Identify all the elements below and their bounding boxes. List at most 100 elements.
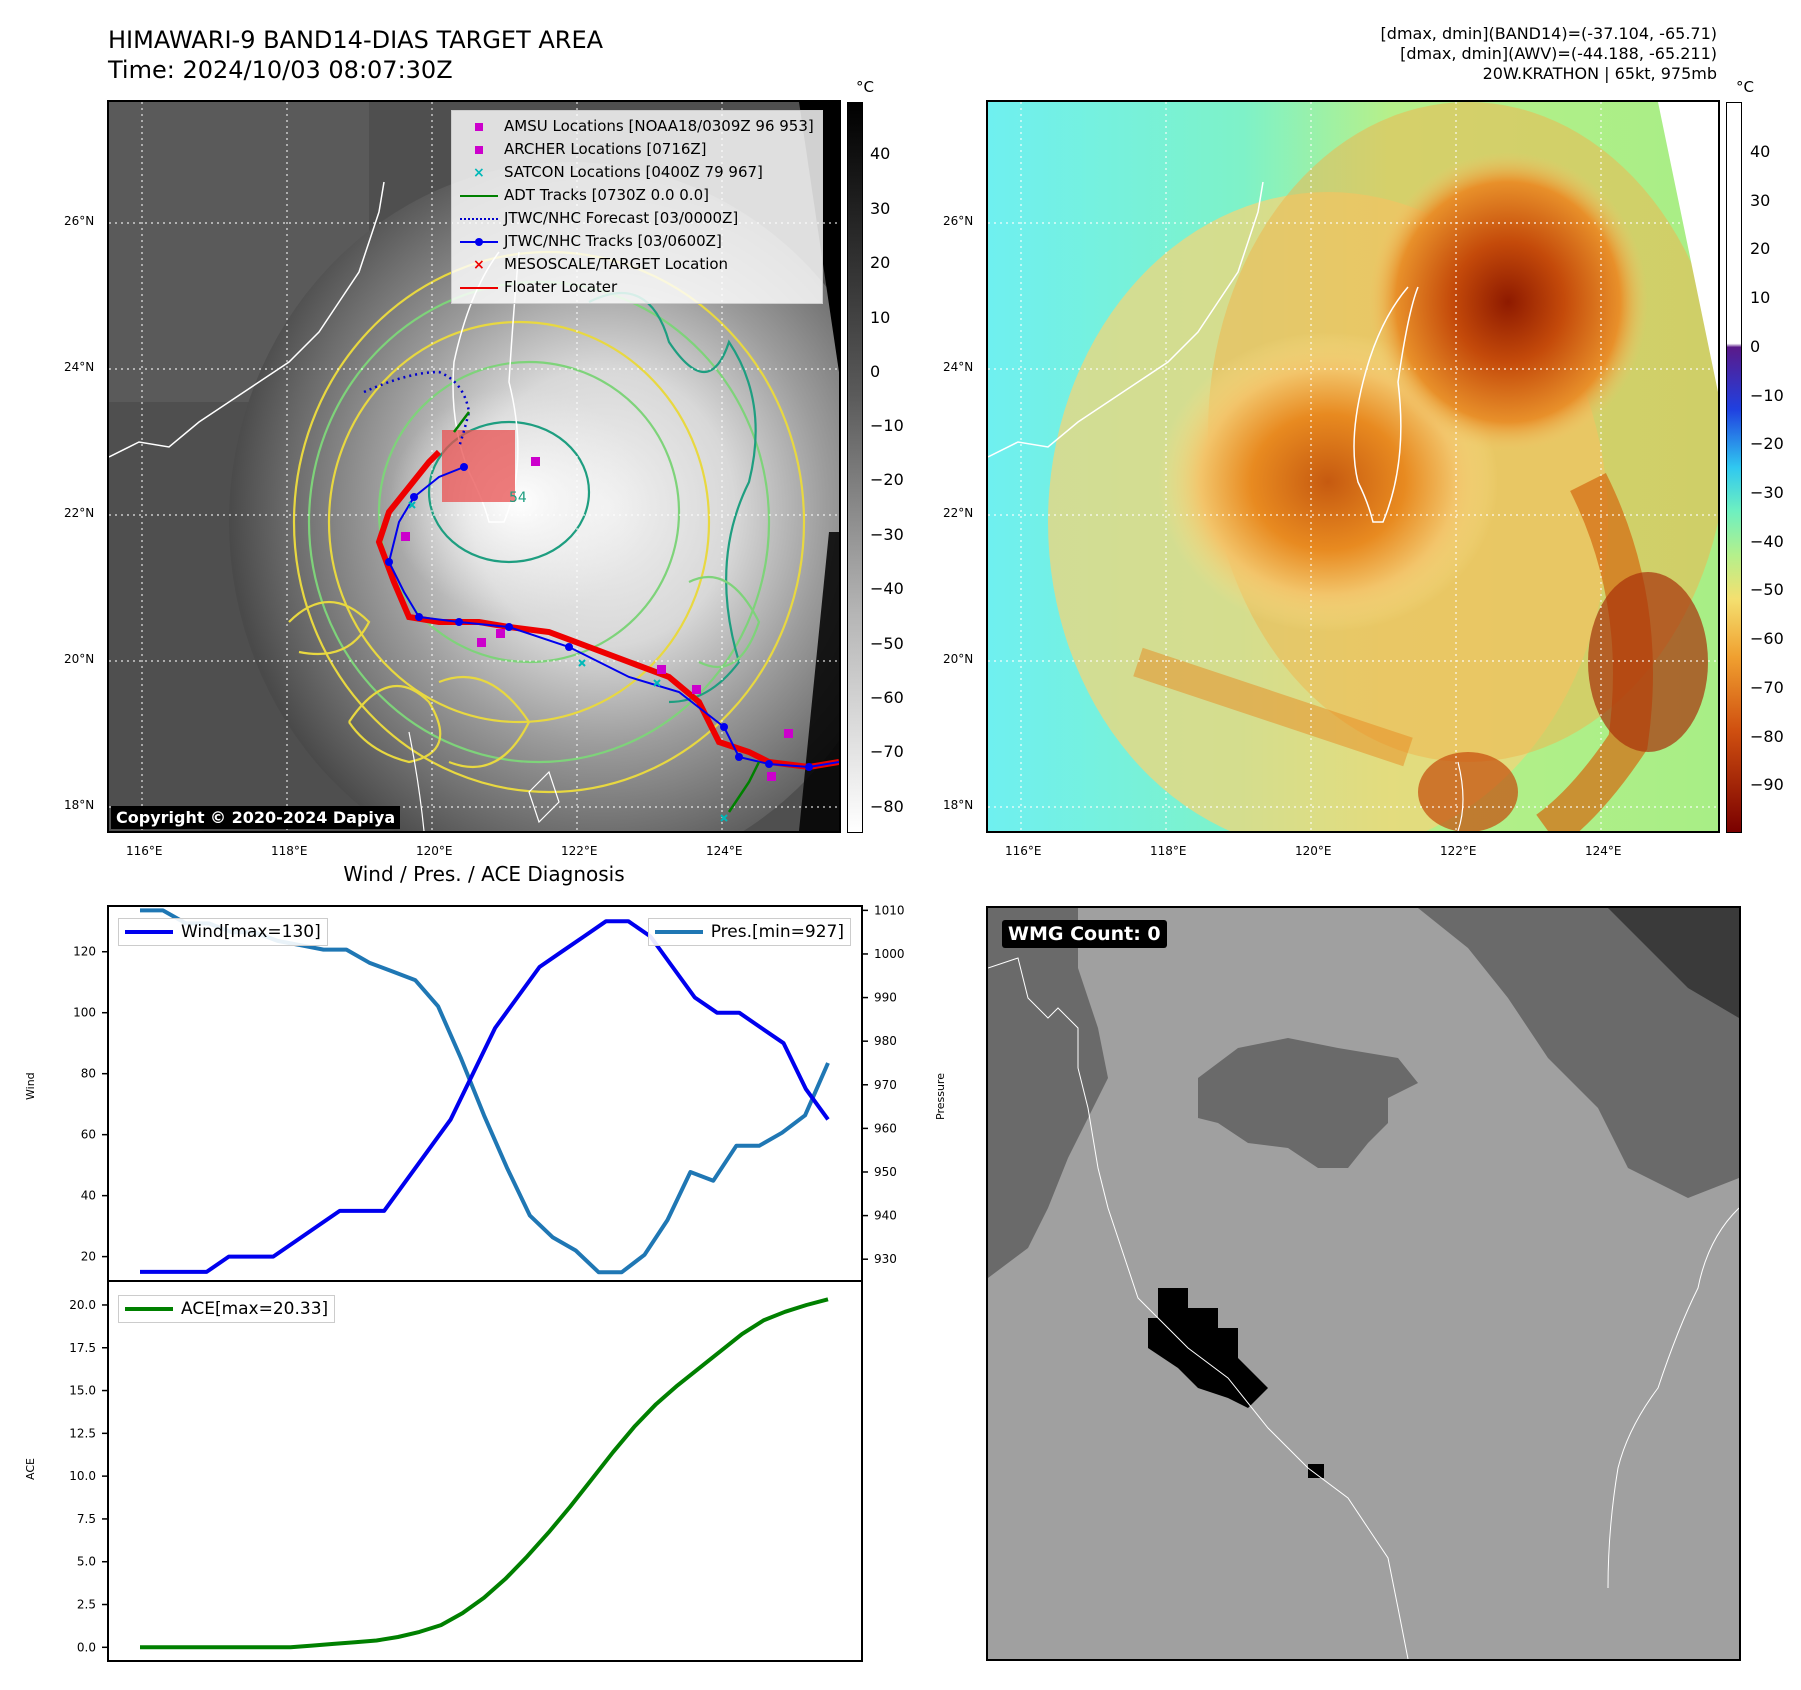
ir-map-panel: 54 AMSU Locations [NOAA18/0309Z 96 953] … (107, 100, 841, 833)
y-tick-label: 80 (81, 1067, 96, 1081)
lon-label: 120°E (1295, 844, 1332, 858)
colorbar-tick: 30 (1750, 191, 1771, 210)
colorbar-tick: −40 (1750, 532, 1784, 551)
legend-item-jtwc-tracks: JTWC/NHC Tracks [03/0600Z] (460, 230, 814, 253)
wind-pressure-plot: 20 40 60 80 100 120 930 940 950 960 970 980 990 1000 1… (73, 903, 905, 1282)
lon-label: 118°E (1150, 844, 1187, 858)
lon-label: 116°E (1005, 844, 1042, 858)
wind-axis-label: Wind (24, 1072, 37, 1100)
colorbar-tick: −70 (870, 742, 904, 761)
pressure-axis-label: Pressure (934, 1073, 947, 1120)
wind-legend: Wind[max=130] (118, 918, 328, 946)
lat-label: 20°N (64, 652, 95, 666)
ace-series-line (140, 1297, 829, 1650)
colorbar-tick: −50 (1750, 580, 1784, 599)
y-tick-label: 17.5 (69, 1341, 96, 1355)
y-tick-label: 20.0 (69, 1298, 96, 1312)
y-tick-label: 960 (874, 1121, 897, 1135)
colorbar-tick: −60 (870, 688, 904, 707)
legend-symbol-square (460, 143, 498, 157)
legend-item-floater: Floater Locater (460, 276, 814, 299)
y-tick-label: 5.0 (77, 1555, 96, 1569)
colorbar-tick: 40 (870, 144, 891, 163)
y-tick-label: 12.5 (69, 1426, 96, 1440)
lat-label: 18°N (943, 798, 974, 812)
lon-label: 122°E (561, 844, 598, 858)
copyright-label: Copyright © 2020-2024 Dapiya (111, 806, 401, 829)
lon-label: 124°E (706, 844, 743, 858)
pressure-legend-line (654, 930, 703, 934)
y-tick-label: 60 (81, 1128, 96, 1142)
y-tick-label: 20 (81, 1250, 96, 1264)
y-tick-label: 120 (73, 945, 96, 959)
ace-plot-frame (107, 1280, 863, 1662)
adt-track (453, 411, 761, 813)
y-tick-label: 940 (874, 1209, 897, 1223)
legend-item-adt: ADT Tracks [0730Z 0.0 0.0] (460, 184, 814, 207)
dmax-dmin-awv: [dmax, dmin](AWV)=(-44.188, -65.211) (1400, 44, 1717, 63)
wind-plot-frame (107, 905, 863, 1282)
y-tick-label: 7.5 (77, 1512, 96, 1526)
y-tick-label: 1000 (874, 947, 905, 961)
colorbar-tick: −60 (1750, 629, 1784, 648)
chart-time: Time: 2024/10/03 08:07:30Z (108, 56, 453, 84)
legend-symbol-line (460, 189, 498, 203)
colorbar-tick: −30 (870, 525, 904, 544)
colorbar-tick: 0 (870, 362, 881, 381)
lat-label: 18°N (64, 798, 95, 812)
legend-item-amsu: AMSU Locations [NOAA18/0309Z 96 953] (460, 115, 814, 138)
wind-legend-line (125, 930, 173, 934)
legend-item-target: × MESOSCALE/TARGET Location (460, 253, 814, 276)
colorbar-tick: 40 (1750, 142, 1771, 161)
storm-info: 20W.KRATHON | 65kt, 975mb (1482, 64, 1717, 83)
colorbar-tick: 30 (870, 199, 891, 218)
colorbar-tick: −80 (870, 797, 904, 816)
lon-label: 124°E (1585, 844, 1622, 858)
colorbar-tick: 10 (870, 308, 891, 327)
awv-map-panel (986, 100, 1720, 833)
awv-map-image (988, 102, 1718, 831)
wind-series-line (140, 919, 830, 1274)
diagnosis-title: Wind / Pres. / ACE Diagnosis (343, 862, 625, 886)
colorbar-tick: 0 (1750, 337, 1761, 356)
colorbar-tick: −20 (1750, 434, 1784, 453)
map-legend: AMSU Locations [NOAA18/0309Z 96 953] ARC… (451, 110, 823, 304)
colorbar-tick: −50 (870, 634, 904, 653)
legend-symbol-x: × (473, 164, 485, 181)
north-convection (1368, 152, 1648, 452)
y-tick-label: 100 (73, 1006, 96, 1020)
colorbar-tick: −80 (1750, 727, 1784, 746)
lat-label: 26°N (943, 214, 974, 228)
legend-symbol-square (460, 120, 498, 134)
lon-label: 120°E (416, 844, 453, 858)
colorbar-tick: −20 (870, 470, 904, 489)
colorbar-tick: −30 (1750, 483, 1784, 502)
legend-item-archer: ARCHER Locations [0716Z] (460, 138, 814, 161)
y-tick-label: 980 (874, 1034, 897, 1048)
pressure-series-line (140, 908, 830, 1275)
y-tick-label: 970 (874, 1078, 897, 1092)
chart-title: HIMAWARI-9 BAND14-DIAS TARGET AREA (108, 26, 604, 54)
colorbar-right (1726, 102, 1742, 833)
legend-symbol-dotline (460, 235, 498, 249)
legend-item-satcon: × SATCON Locations [0400Z 79 967] (460, 161, 814, 184)
y-tick-label: 990 (874, 991, 897, 1005)
colorbar-tick: −90 (1750, 775, 1784, 794)
lon-label: 116°E (126, 844, 163, 858)
lon-label: 118°E (271, 844, 308, 858)
colorbar-tick: −10 (1750, 386, 1784, 405)
ace-legend-line (125, 1307, 173, 1311)
lat-label: 22°N (943, 506, 974, 520)
ace-plot: 0.0 2.5 5.0 7.5 10.0 12.5 15.0 17.5 20.0 (69, 1280, 863, 1662)
y-tick-label: 930 (874, 1252, 897, 1266)
floater-track (375, 449, 839, 771)
wmg-image (988, 908, 1739, 1659)
y-tick-label: 10.0 (69, 1469, 96, 1483)
y-tick-label: 15.0 (69, 1384, 96, 1398)
colorbar-tick: −70 (1750, 678, 1784, 697)
wmg-cold-region (1148, 1288, 1268, 1408)
pressure-legend: Pres.[min=927] (647, 918, 851, 946)
y-tick-label: 40 (81, 1189, 96, 1203)
colorbar-tick: −10 (870, 416, 904, 435)
legend-item-jtwc-forecast: JTWC/NHC Forecast [03/0000Z] (460, 207, 814, 230)
